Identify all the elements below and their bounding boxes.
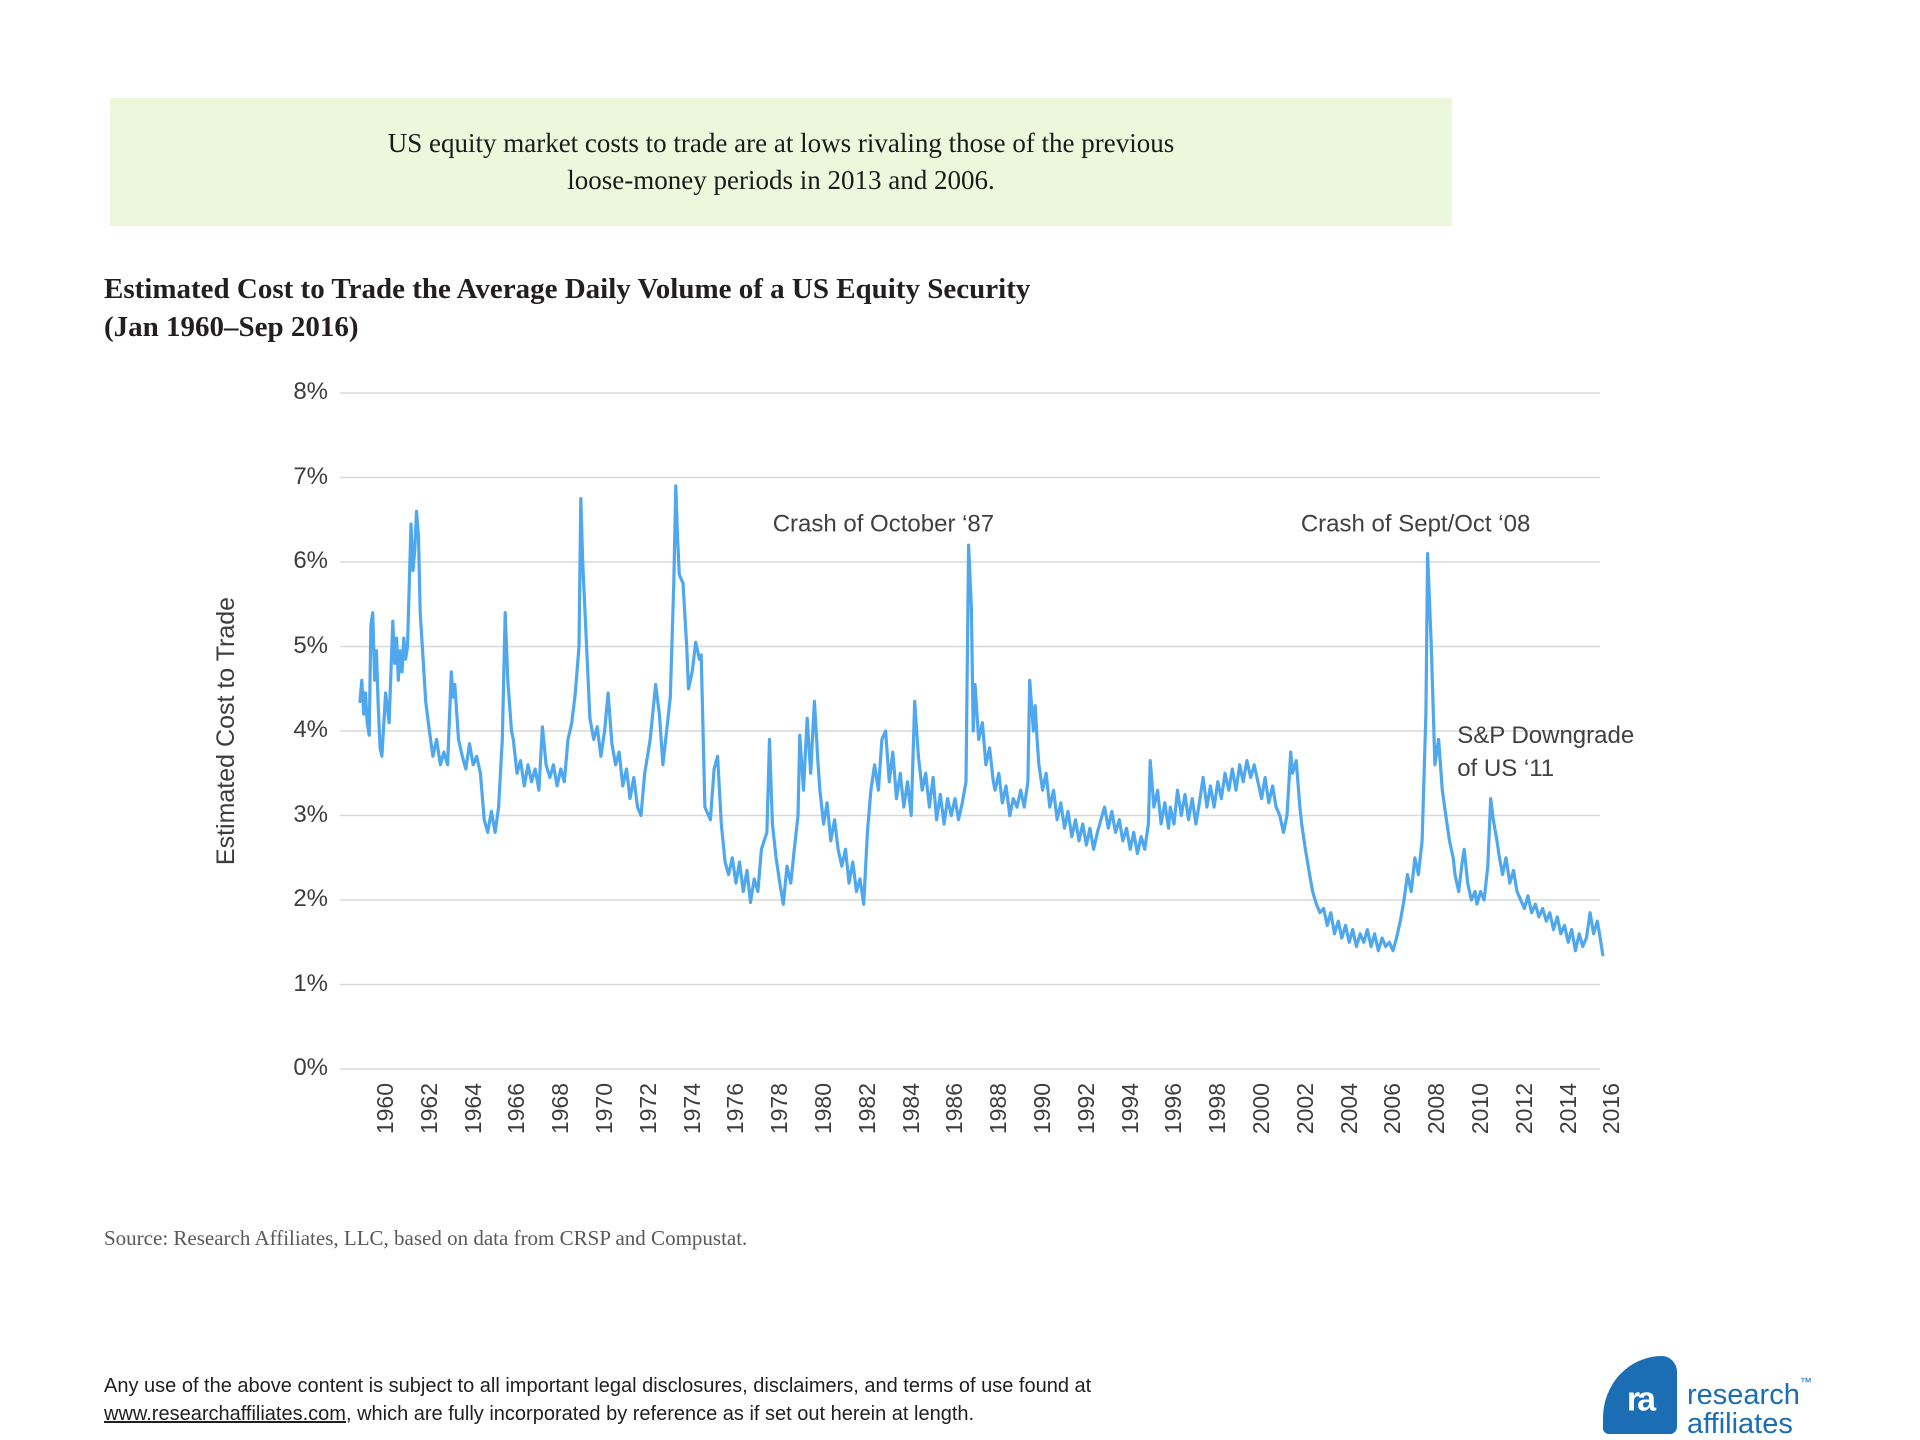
x-tick-label: 2000 — [1248, 1083, 1274, 1135]
annotation-crash-08: Crash of Sept/Oct ‘08 — [1300, 510, 1531, 538]
x-tick-label: 1970 — [591, 1083, 617, 1135]
x-tick-label: 1988 — [985, 1083, 1012, 1135]
y-tick-label: 5% — [293, 631, 328, 659]
ra-logo-monogram: ra — [1626, 1380, 1656, 1419]
cost-to-trade-chart — [340, 392, 1605, 1070]
y-tick-label: 2% — [293, 885, 328, 912]
y-tick-label: 1% — [293, 969, 328, 997]
y-tick-label: 6% — [293, 547, 328, 574]
x-tick-label: 1992 — [1072, 1083, 1099, 1135]
x-tick-label: 2014 — [1554, 1083, 1581, 1135]
logo-word-affiliates: affiliates — [1687, 1408, 1793, 1440]
x-tick-label: 1984 — [897, 1083, 924, 1135]
x-tick-label: 1962 — [415, 1083, 442, 1135]
page-title-line-2: (Jan 1960–Sep 2016) — [104, 311, 359, 343]
banner-line-1: US equity market costs to trade are at l… — [387, 128, 1175, 158]
x-tick-label: 1974 — [678, 1083, 705, 1135]
x-tick-label: 1964 — [459, 1083, 486, 1135]
x-tick-label: 1998 — [1204, 1083, 1231, 1135]
x-tick-label: 1966 — [503, 1083, 530, 1135]
y-tick-label: 7% — [293, 462, 328, 490]
y-tick-label: 3% — [293, 800, 328, 828]
x-tick-label: 1972 — [634, 1083, 661, 1135]
page-title-line-1: Estimated Cost to Trade the Average Dail… — [104, 273, 1031, 305]
y-tick-label: 4% — [293, 716, 328, 743]
logo-wordmark: research™ affiliates — [1687, 1368, 1812, 1439]
x-tick-label: 2006 — [1379, 1083, 1406, 1135]
banner-line-2: loose-money periods in 2013 and 2006. — [567, 165, 995, 195]
x-tick-label: 1978 — [766, 1083, 793, 1135]
x-tick-label: 1968 — [547, 1083, 574, 1135]
x-tick-label: 1994 — [1116, 1083, 1143, 1135]
y-tick-label: 0% — [293, 1054, 328, 1081]
researchaffiliates-link[interactable]: www.researchaffiliates.com — [104, 1403, 346, 1425]
x-tick-label: 1960 — [372, 1083, 398, 1135]
legal-disclaimer: Any use of the above content is subject … — [104, 1372, 1091, 1428]
y-tick-label: 8% — [293, 378, 328, 405]
ra-logo-icon: ra — [1603, 1356, 1677, 1434]
x-tick-label: 1982 — [853, 1083, 880, 1135]
x-tick-label: 1980 — [810, 1083, 836, 1135]
x-tick-label: 1986 — [941, 1083, 968, 1135]
legal-line-2: , which are fully incorporated by refere… — [345, 1403, 975, 1425]
x-tick-label: 2002 — [1291, 1083, 1318, 1135]
research-affiliates-logo: ra research™ affiliates — [1603, 1356, 1812, 1439]
annotation-sp-downgrade: S&P Downgrade of US ‘11 — [1457, 722, 1635, 783]
annotation-crash-87: Crash of October ‘87 — [772, 510, 995, 538]
chart-area — [340, 392, 1620, 1076]
x-tick-label: 1990 — [1029, 1083, 1055, 1135]
logo-word-research: research — [1687, 1379, 1800, 1411]
source-note: Source: Research Affiliates, LLC, based … — [104, 1226, 748, 1250]
x-tick-label: 2010 — [1467, 1083, 1493, 1135]
x-tick-label: 1976 — [722, 1083, 749, 1135]
x-tick-label: 2004 — [1335, 1083, 1362, 1135]
page-title: Estimated Cost to Trade the Average Dail… — [104, 270, 1030, 346]
x-tick-label: 1996 — [1160, 1083, 1187, 1135]
legal-line-1: Any use of the above content is subject … — [104, 1375, 1092, 1397]
x-tick-label: 2016 — [1598, 1083, 1625, 1135]
y-axis-title: Estimated Cost to Trade — [212, 596, 240, 866]
x-tick-label: 2008 — [1423, 1083, 1450, 1135]
trademark-symbol: ™ — [1799, 1375, 1812, 1389]
highlight-banner: US equity market costs to trade are at l… — [110, 98, 1452, 226]
x-tick-label: 2012 — [1510, 1083, 1537, 1135]
cost-line — [358, 484, 1605, 957]
